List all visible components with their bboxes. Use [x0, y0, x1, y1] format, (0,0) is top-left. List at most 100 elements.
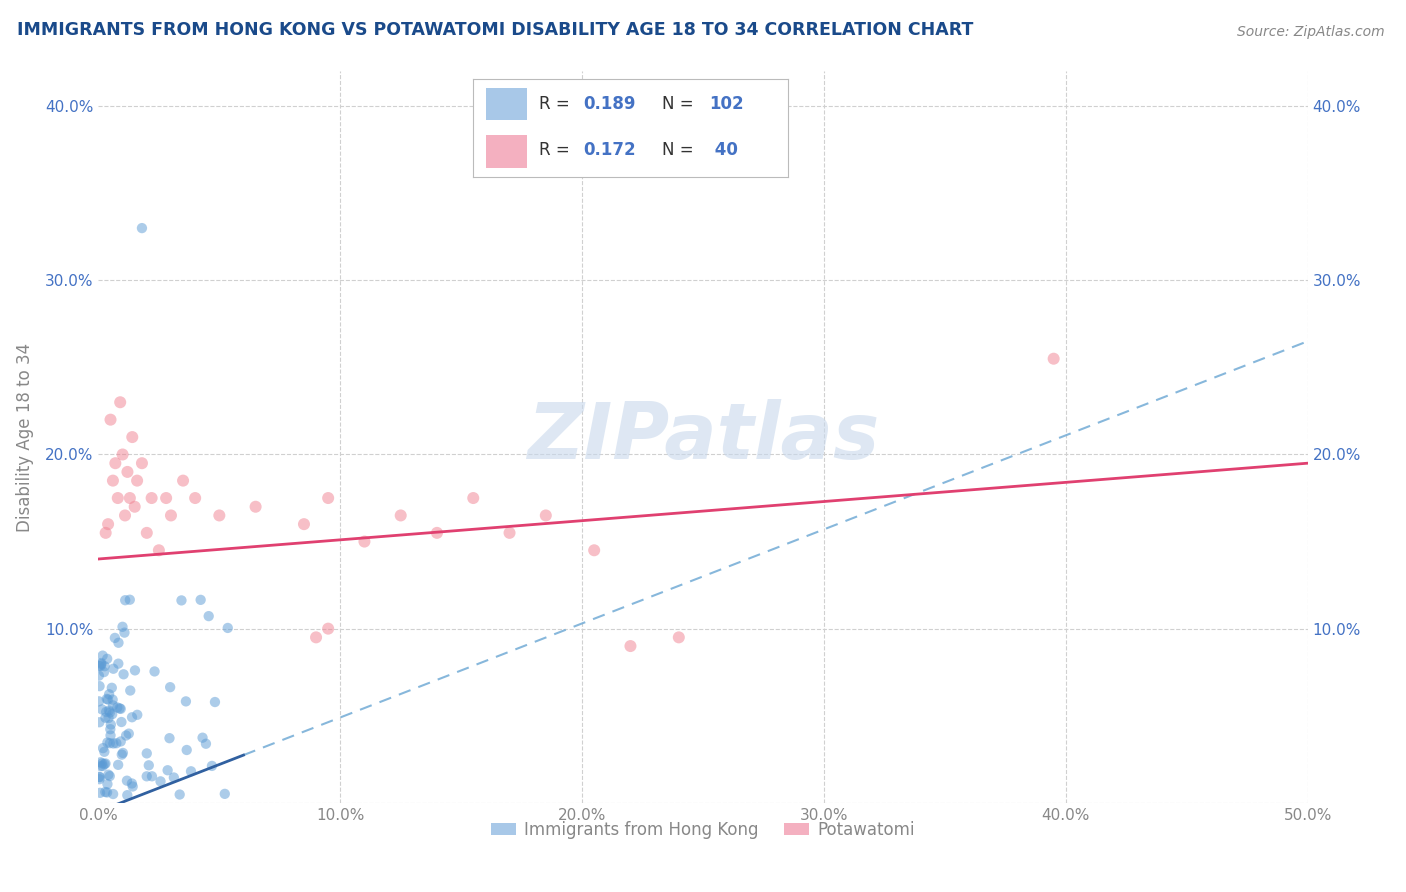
Point: [389, 508, 412, 523]
Point: [201, 759, 224, 773]
Point: [316, 622, 339, 636]
Point: [619, 639, 641, 653]
Point: [111, 620, 134, 634]
Point: [118, 592, 141, 607]
Point: [124, 664, 146, 678]
Point: [124, 500, 146, 514]
Point: [89, 756, 111, 770]
Point: [93, 659, 115, 673]
Point: [127, 474, 149, 488]
Point: [94, 785, 117, 799]
Point: [114, 508, 136, 523]
Point: [148, 543, 170, 558]
Point: [104, 456, 127, 470]
Point: [118, 491, 141, 505]
Point: [194, 737, 217, 751]
Point: [97, 692, 120, 706]
Text: ZIPatlas: ZIPatlas: [527, 399, 879, 475]
Point: [117, 465, 139, 479]
Point: [583, 543, 606, 558]
Point: [111, 746, 134, 760]
Point: [131, 456, 153, 470]
Point: [98, 722, 121, 736]
Point: [159, 731, 181, 746]
Point: [101, 692, 124, 706]
Point: [108, 701, 131, 715]
Point: [176, 743, 198, 757]
Point: [184, 491, 207, 505]
Point: [98, 706, 121, 720]
Point: [316, 491, 339, 505]
Point: [89, 715, 111, 730]
Point: [143, 665, 166, 679]
Point: [174, 694, 197, 708]
Point: [121, 780, 143, 794]
Point: [155, 491, 177, 505]
Point: [141, 491, 163, 505]
Point: [93, 757, 115, 772]
Point: [87, 668, 110, 682]
Point: [149, 774, 172, 789]
Point: [121, 710, 143, 724]
Point: [98, 736, 121, 750]
Point: [96, 692, 118, 706]
Point: [138, 758, 160, 772]
Point: [121, 776, 143, 790]
Point: [110, 702, 132, 716]
Point: [305, 631, 328, 645]
Point: [96, 735, 118, 749]
Point: [100, 717, 122, 731]
Point: [89, 770, 111, 784]
Point: [107, 491, 129, 505]
Point: [110, 734, 132, 748]
Point: [101, 698, 124, 713]
Point: [118, 726, 141, 740]
Point: [160, 508, 183, 523]
Point: [94, 525, 117, 540]
Point: [87, 770, 110, 784]
Point: [115, 773, 138, 788]
Point: [668, 631, 690, 645]
Point: [91, 756, 114, 771]
Point: [107, 636, 129, 650]
Point: [208, 508, 231, 523]
Point: [96, 705, 118, 719]
Point: [98, 769, 121, 783]
Point: [90, 656, 112, 670]
Point: [107, 757, 129, 772]
Point: [172, 474, 194, 488]
Point: [112, 667, 135, 681]
Point: [91, 702, 114, 716]
Point: [170, 593, 193, 607]
Point: [180, 764, 202, 779]
Point: [89, 786, 111, 800]
Text: IMMIGRANTS FROM HONG KONG VS POTAWATOMI DISABILITY AGE 18 TO 34 CORRELATION CHAR: IMMIGRANTS FROM HONG KONG VS POTAWATOMI …: [17, 21, 973, 39]
Point: [89, 772, 111, 787]
Point: [103, 736, 125, 750]
Point: [96, 652, 118, 666]
Point: [111, 448, 134, 462]
Point: [114, 625, 136, 640]
Point: [90, 657, 112, 672]
Point: [90, 658, 112, 673]
Point: [93, 665, 115, 679]
Point: [101, 681, 124, 695]
Point: [91, 741, 114, 756]
Point: [159, 680, 181, 694]
Text: Source: ZipAtlas.com: Source: ZipAtlas.com: [1237, 25, 1385, 39]
Point: [292, 517, 315, 532]
Point: [114, 593, 136, 607]
Point: [135, 769, 157, 783]
Point: [169, 788, 191, 802]
Point: [120, 683, 142, 698]
Point: [245, 500, 267, 514]
Point: [107, 657, 129, 671]
Point: [94, 711, 117, 725]
Point: [101, 707, 124, 722]
Point: [100, 412, 122, 426]
Point: [90, 759, 112, 773]
Point: [141, 769, 163, 783]
Point: [97, 517, 120, 532]
Point: [93, 745, 115, 759]
Point: [101, 474, 124, 488]
